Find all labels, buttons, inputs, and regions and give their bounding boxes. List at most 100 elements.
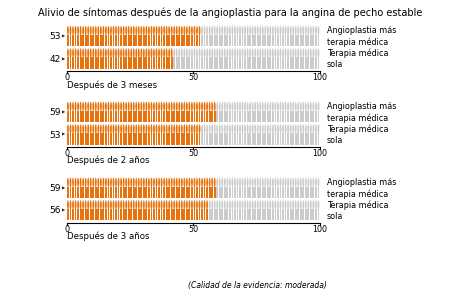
FancyBboxPatch shape (198, 35, 200, 46)
Ellipse shape (224, 48, 225, 58)
Ellipse shape (254, 124, 256, 134)
Ellipse shape (153, 124, 155, 134)
FancyBboxPatch shape (165, 133, 167, 145)
Ellipse shape (226, 124, 228, 134)
FancyBboxPatch shape (259, 111, 261, 122)
Ellipse shape (130, 124, 132, 134)
FancyBboxPatch shape (201, 57, 202, 69)
Ellipse shape (95, 200, 96, 210)
FancyBboxPatch shape (312, 35, 313, 46)
FancyBboxPatch shape (256, 35, 258, 46)
FancyBboxPatch shape (276, 133, 278, 145)
Ellipse shape (145, 102, 147, 111)
FancyBboxPatch shape (266, 187, 268, 198)
Ellipse shape (180, 102, 182, 111)
FancyBboxPatch shape (160, 57, 162, 69)
FancyBboxPatch shape (130, 111, 132, 122)
Ellipse shape (201, 178, 202, 187)
Text: ▶: ▶ (62, 186, 65, 191)
FancyBboxPatch shape (274, 187, 276, 198)
FancyBboxPatch shape (302, 187, 303, 198)
FancyBboxPatch shape (120, 57, 122, 69)
FancyBboxPatch shape (133, 57, 134, 69)
FancyBboxPatch shape (218, 111, 220, 122)
FancyBboxPatch shape (286, 209, 288, 220)
FancyBboxPatch shape (100, 133, 101, 145)
Ellipse shape (185, 124, 187, 134)
Ellipse shape (221, 124, 223, 134)
FancyBboxPatch shape (95, 187, 96, 198)
FancyBboxPatch shape (216, 187, 218, 198)
Ellipse shape (193, 124, 195, 134)
Ellipse shape (266, 124, 268, 134)
Ellipse shape (213, 102, 215, 111)
FancyBboxPatch shape (178, 133, 180, 145)
Ellipse shape (180, 178, 182, 187)
FancyBboxPatch shape (231, 209, 233, 220)
Ellipse shape (180, 48, 182, 58)
Ellipse shape (133, 178, 134, 187)
FancyBboxPatch shape (90, 187, 91, 198)
Ellipse shape (165, 124, 167, 134)
FancyBboxPatch shape (67, 57, 69, 69)
Ellipse shape (183, 200, 185, 210)
Ellipse shape (206, 48, 207, 58)
FancyBboxPatch shape (79, 133, 81, 145)
FancyBboxPatch shape (221, 111, 223, 122)
FancyBboxPatch shape (115, 187, 117, 198)
Ellipse shape (216, 26, 218, 35)
Ellipse shape (84, 200, 86, 210)
FancyBboxPatch shape (74, 133, 76, 145)
Ellipse shape (317, 124, 319, 134)
Ellipse shape (72, 102, 74, 111)
FancyBboxPatch shape (87, 35, 89, 46)
Ellipse shape (198, 102, 200, 111)
Ellipse shape (279, 200, 281, 210)
FancyBboxPatch shape (155, 133, 157, 145)
FancyBboxPatch shape (190, 35, 192, 46)
FancyBboxPatch shape (84, 35, 86, 46)
FancyBboxPatch shape (206, 133, 207, 145)
Ellipse shape (95, 26, 96, 35)
Ellipse shape (120, 26, 122, 35)
FancyBboxPatch shape (266, 57, 268, 69)
Ellipse shape (317, 178, 319, 187)
FancyBboxPatch shape (304, 187, 306, 198)
FancyBboxPatch shape (158, 111, 160, 122)
Ellipse shape (279, 26, 281, 35)
Ellipse shape (193, 178, 195, 187)
FancyBboxPatch shape (312, 209, 313, 220)
Ellipse shape (241, 178, 243, 187)
FancyBboxPatch shape (251, 187, 253, 198)
FancyBboxPatch shape (196, 209, 197, 220)
FancyBboxPatch shape (123, 133, 124, 145)
Ellipse shape (297, 26, 298, 35)
FancyBboxPatch shape (90, 57, 91, 69)
FancyBboxPatch shape (120, 133, 122, 145)
Ellipse shape (97, 102, 99, 111)
FancyBboxPatch shape (269, 35, 271, 46)
Ellipse shape (309, 200, 311, 210)
Ellipse shape (140, 124, 142, 134)
Ellipse shape (153, 200, 155, 210)
Ellipse shape (302, 178, 303, 187)
Ellipse shape (221, 26, 223, 35)
Ellipse shape (168, 200, 170, 210)
FancyBboxPatch shape (244, 35, 246, 46)
Ellipse shape (231, 178, 233, 187)
FancyBboxPatch shape (309, 209, 311, 220)
FancyBboxPatch shape (133, 187, 134, 198)
Ellipse shape (130, 178, 132, 187)
Ellipse shape (294, 200, 296, 210)
Ellipse shape (203, 26, 205, 35)
FancyBboxPatch shape (135, 111, 137, 122)
Ellipse shape (74, 26, 76, 35)
FancyBboxPatch shape (148, 209, 150, 220)
FancyBboxPatch shape (170, 111, 172, 122)
Ellipse shape (168, 124, 170, 134)
FancyBboxPatch shape (221, 57, 223, 69)
Ellipse shape (105, 48, 106, 58)
FancyBboxPatch shape (276, 57, 278, 69)
Ellipse shape (84, 124, 86, 134)
Ellipse shape (148, 26, 150, 35)
